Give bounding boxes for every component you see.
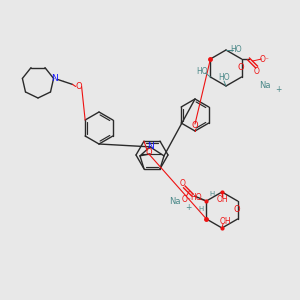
Text: O: O bbox=[146, 148, 152, 157]
Text: H: H bbox=[209, 191, 214, 197]
Text: N: N bbox=[147, 142, 153, 152]
Text: OH: OH bbox=[216, 196, 228, 205]
Text: HO: HO bbox=[196, 67, 208, 76]
Text: Na: Na bbox=[259, 80, 271, 89]
Text: HO: HO bbox=[218, 74, 230, 82]
Text: HO: HO bbox=[190, 194, 202, 202]
Text: O: O bbox=[192, 122, 198, 130]
Text: +: + bbox=[185, 203, 191, 212]
Text: O⁻: O⁻ bbox=[260, 55, 269, 64]
Text: O: O bbox=[254, 67, 260, 76]
Text: N: N bbox=[51, 74, 58, 83]
Text: O: O bbox=[179, 178, 185, 188]
Text: +: + bbox=[275, 85, 281, 94]
Text: Na: Na bbox=[169, 197, 181, 206]
Text: O: O bbox=[234, 206, 241, 214]
Text: H: H bbox=[199, 206, 204, 212]
Text: O⁻: O⁻ bbox=[182, 194, 191, 203]
Text: O: O bbox=[238, 64, 244, 73]
Text: O: O bbox=[75, 82, 82, 91]
Text: OH: OH bbox=[219, 217, 231, 226]
Text: HO: HO bbox=[230, 46, 242, 55]
